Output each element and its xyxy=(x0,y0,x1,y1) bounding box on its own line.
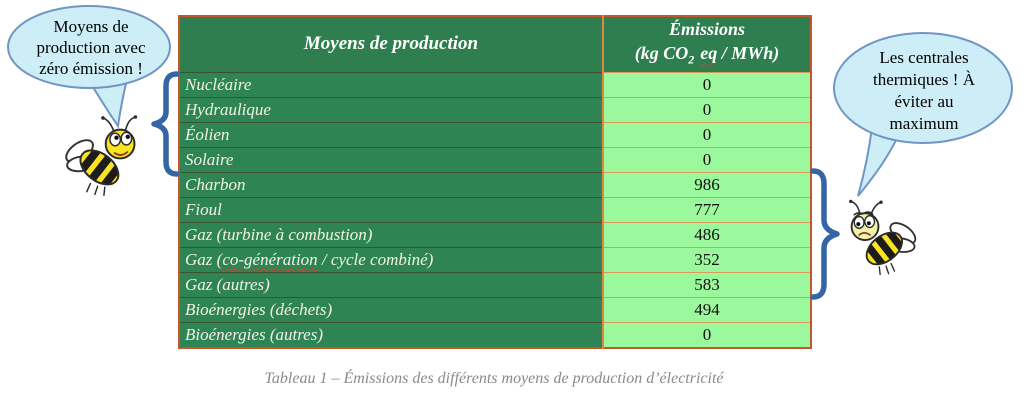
emission-value-cell: 486 xyxy=(603,221,811,248)
speech-bubble-thermal: Les centrales thermiques ! À éviter au m… xyxy=(828,30,1020,202)
table-row: Gaz (autres) 583 xyxy=(179,271,811,298)
right-brace xyxy=(810,167,842,306)
speech-bubble-shape xyxy=(833,32,1013,197)
speech-bubble-zero-emission: Moyens de production avec zéro émission … xyxy=(4,3,180,135)
table-row: Gaz (turbine à combustion) 486 xyxy=(179,221,811,248)
emission-value-cell: 0 xyxy=(603,321,811,348)
emission-value-cell: 494 xyxy=(603,296,811,323)
table-row: Bioénergies (déchets) 494 xyxy=(179,296,811,323)
bubble-line: Les centrales xyxy=(879,48,969,67)
table-header-row: Moyens de production Émissions (kg CO2 eq… xyxy=(179,16,811,73)
table-caption: Tableau 1 – Émissions des différents moy… xyxy=(264,370,724,387)
unit-prefix: (kg CO xyxy=(634,43,689,63)
table-row: Éolien 0 xyxy=(179,121,811,148)
production-label-cell: Gaz (autres) xyxy=(179,271,604,298)
speech-bubble-shape xyxy=(7,5,171,129)
emission-value-cell: 352 xyxy=(603,246,811,273)
emissions-table: Moyens de production Émissions (kg CO2 eq… xyxy=(178,15,812,349)
left-brace xyxy=(147,70,181,183)
production-label-cell: Bioénergies (autres) xyxy=(179,321,604,348)
table-row: Fioul 777 xyxy=(179,196,811,223)
production-label-cell: Fioul xyxy=(179,196,604,223)
production-label-cell: Charbon xyxy=(179,171,604,198)
table-row: Nucléaire 0 xyxy=(179,71,811,98)
emission-value-cell: 777 xyxy=(603,196,811,223)
bubble-line: éviter au xyxy=(894,92,954,111)
table-row: Charbon 986 xyxy=(179,171,811,198)
production-label-cell: Gaz (co-génération / cycle combiné) xyxy=(179,246,604,273)
col-header-production: Moyens de production xyxy=(179,16,604,73)
production-label-cell: Éolien xyxy=(179,121,604,148)
production-label-cell: Solaire xyxy=(179,146,604,173)
emissions-header-title: Émissions xyxy=(668,19,746,39)
speech-bubble-right-text: Les centrales thermiques ! À éviter au m… xyxy=(842,47,1006,135)
emission-value-cell: 986 xyxy=(603,171,811,198)
production-label-cell: Hydraulique xyxy=(179,96,604,123)
bubble-line: Moyens de xyxy=(53,17,129,36)
emissions-header-unit: (kg CO2 eq / MWh) xyxy=(604,41,810,72)
bubble-line: thermiques ! À xyxy=(873,70,975,89)
bubble-line: zéro émission ! xyxy=(39,59,143,78)
label-part-misspelled: co-génération xyxy=(222,249,318,269)
emission-value-cell: 0 xyxy=(603,96,811,123)
unit-subscript: 2 xyxy=(688,52,695,67)
emission-value-cell: 0 xyxy=(603,146,811,173)
production-label-cell: Bioénergies (déchets) xyxy=(179,296,604,323)
table-row: Bioénergies (autres) 0 xyxy=(179,321,811,348)
emission-value-cell: 0 xyxy=(603,121,811,148)
production-label-cell: Gaz (turbine à combustion) xyxy=(179,221,604,248)
emission-value-cell: 583 xyxy=(603,271,811,298)
table-row: Solaire 0 xyxy=(179,146,811,173)
bubble-line: maximum xyxy=(889,114,959,133)
worried-bee-icon xyxy=(832,193,930,277)
production-label-cell: Nucléaire xyxy=(179,71,604,98)
emission-value-cell: 0 xyxy=(603,71,811,98)
happy-bee-icon xyxy=(56,108,150,198)
label-part: / cycle combiné) xyxy=(317,249,434,269)
unit-suffix: / MWh) xyxy=(717,43,780,63)
col-header-emissions: Émissions (kg CO2 eq / MWh) xyxy=(603,16,811,73)
unit-eq: eq xyxy=(700,43,718,63)
table-row: Hydraulique 0 xyxy=(179,96,811,123)
table-row: Gaz (co-génération / cycle combiné) 352 xyxy=(179,246,811,273)
bubble-line: production avec xyxy=(36,38,146,57)
speech-bubble-left-text: Moyens de production avec zéro émission … xyxy=(16,16,166,79)
label-part: Gaz ( xyxy=(185,249,223,269)
